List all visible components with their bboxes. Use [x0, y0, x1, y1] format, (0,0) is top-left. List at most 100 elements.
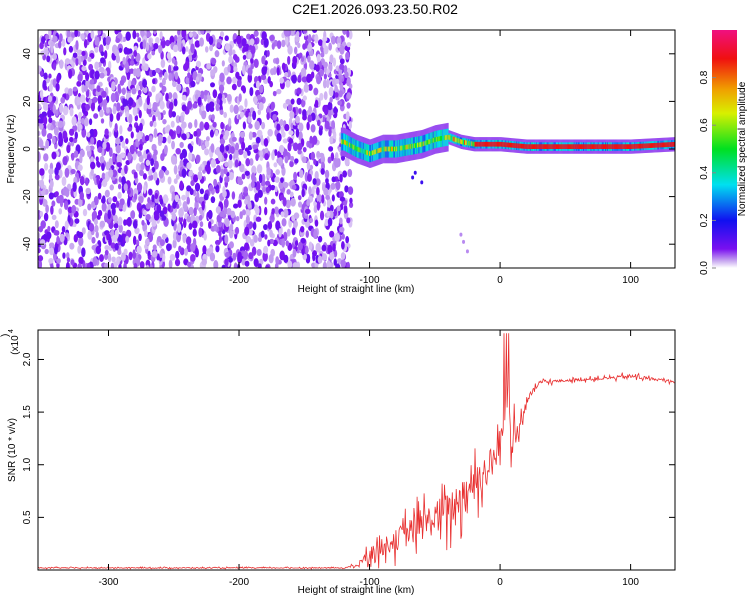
- spectrogram-cell: [127, 197, 131, 208]
- spectrogram-cell: [234, 226, 240, 235]
- spectrogram-cell: [447, 134, 449, 140]
- spectrogram-cell: [673, 141, 675, 147]
- spectrogram-cell: [208, 101, 215, 109]
- spectrogram-cell: [340, 252, 346, 260]
- spectrogram-cell: [171, 80, 177, 88]
- spectrogram-cell: [453, 136, 455, 142]
- spectrogram-cell: [250, 45, 256, 55]
- spectrogram-cell: [253, 58, 259, 68]
- spectrogram-cell: [270, 101, 275, 111]
- spectrogram-cell: [622, 144, 625, 149]
- spectrogram-cell: [118, 224, 123, 233]
- spectrogram-cell: [644, 143, 647, 149]
- spectrogram-cell: [324, 169, 330, 179]
- spectrogram-cell: [283, 231, 288, 242]
- spectrogram-cell: [144, 238, 150, 246]
- spectrogram-cell: [52, 35, 58, 43]
- spectrogram-cell: [167, 92, 173, 100]
- spectrogram-cell: [306, 255, 311, 261]
- spectrogram-cell: [290, 155, 295, 162]
- spectrogram-cell: [297, 149, 302, 155]
- spectrogram-cell: [123, 262, 127, 268]
- spectrogram-cell: [326, 210, 331, 217]
- spectrogram-cell: [181, 168, 187, 178]
- spectrogram-cell: [278, 228, 282, 238]
- spectrogram-cell: [542, 144, 544, 149]
- spectrogram-cell: [99, 109, 104, 118]
- spectrogram-cell: [190, 43, 195, 54]
- spectrogram-cell: [255, 216, 262, 222]
- spectrogram-cell: [590, 144, 592, 149]
- spectrogram-cell: [228, 241, 234, 249]
- spectrogram-cell: [107, 196, 112, 203]
- spectrogram-cell: [124, 164, 128, 175]
- spectrogram-cell: [133, 45, 138, 52]
- spectrogram-cell: [39, 179, 45, 190]
- spectrogram-cell: [348, 142, 350, 147]
- spectrogram-cell: [273, 66, 277, 76]
- spectrogram-cell: [573, 144, 576, 149]
- spectrogram-cell: [98, 146, 103, 154]
- spectrogram-cell: [281, 218, 287, 227]
- spectrogram-cell: [324, 120, 330, 130]
- spectrogram-cell: [119, 79, 125, 86]
- spectrogram-cell: [161, 233, 167, 240]
- spectrogram-cell: [110, 202, 117, 210]
- spectrogram-cell: [289, 111, 295, 119]
- spectrogram-cell: [271, 42, 275, 50]
- spectrogram-cell: [144, 135, 150, 142]
- spectrogram-cell: [136, 245, 142, 254]
- spectrogram-cell: [172, 201, 177, 209]
- spectrogram-cell: [303, 83, 310, 93]
- spectrogram-cell: [430, 138, 432, 144]
- spectrogram-cell: [477, 141, 479, 147]
- spectrogram-cell: [55, 82, 60, 92]
- spectrogram-cell: [112, 106, 117, 115]
- spectrogram-cell: [112, 214, 118, 223]
- spectrogram-cell: [315, 64, 320, 72]
- spectrogram-cell: [282, 181, 289, 189]
- spectrogram-cell: [322, 261, 327, 268]
- spectrogram-cell: [346, 102, 351, 109]
- spectrogram-cell: [482, 141, 485, 147]
- spectrogram-cell: [544, 144, 546, 149]
- spectrogram-cell: [194, 182, 201, 192]
- spectrogram-cell: [411, 143, 414, 149]
- spectrogram-cell: [201, 144, 205, 150]
- spectrogram-cell: [274, 263, 279, 268]
- spectrogram-cell: [192, 220, 198, 229]
- spectrogram-cell: [102, 37, 107, 47]
- spectrogram-cell: [295, 184, 300, 191]
- spectrogram-cell: [147, 53, 152, 60]
- spectrogram-cell: [474, 141, 476, 147]
- spectrogram-cell: [69, 128, 75, 136]
- spectrogram-cell: [518, 143, 520, 149]
- spectrogram-cell: [159, 198, 164, 205]
- spectrogram-cell: [54, 191, 59, 197]
- spectrogram-cell: [246, 237, 251, 244]
- spectrogram-cell: [211, 57, 217, 65]
- spectrogram-cell: [164, 125, 170, 134]
- snr-scale-label: (x10 4: [8, 329, 21, 355]
- spectrogram-cell: [339, 173, 343, 183]
- spectrogram-cell: [298, 52, 303, 59]
- spectrogram-cell: [328, 72, 332, 78]
- spectrogram-cell: [129, 68, 135, 74]
- spectrogram-cell: [586, 144, 588, 149]
- spectrogram-cell: [497, 141, 499, 147]
- spectrogram-cell: [495, 141, 497, 147]
- spectrogram-cell: [445, 135, 447, 140]
- spectrogram-cell: [58, 208, 63, 215]
- spectrogram-cell: [139, 122, 143, 132]
- spectrogram-cell: [519, 143, 521, 149]
- spectrogram-cell: [550, 144, 553, 149]
- spectrogram-cell: [148, 188, 153, 196]
- spectrogram-cell: [502, 142, 504, 147]
- spectrogram-cell: [128, 251, 133, 261]
- spectrogram-cell: [262, 186, 267, 193]
- spectrogram-cell: [63, 200, 69, 211]
- spectrogram-cell: [77, 245, 82, 254]
- spectrogram-cell: [218, 235, 223, 243]
- spectrogram-cell: [217, 151, 223, 162]
- spectrogram-cell: [263, 245, 269, 254]
